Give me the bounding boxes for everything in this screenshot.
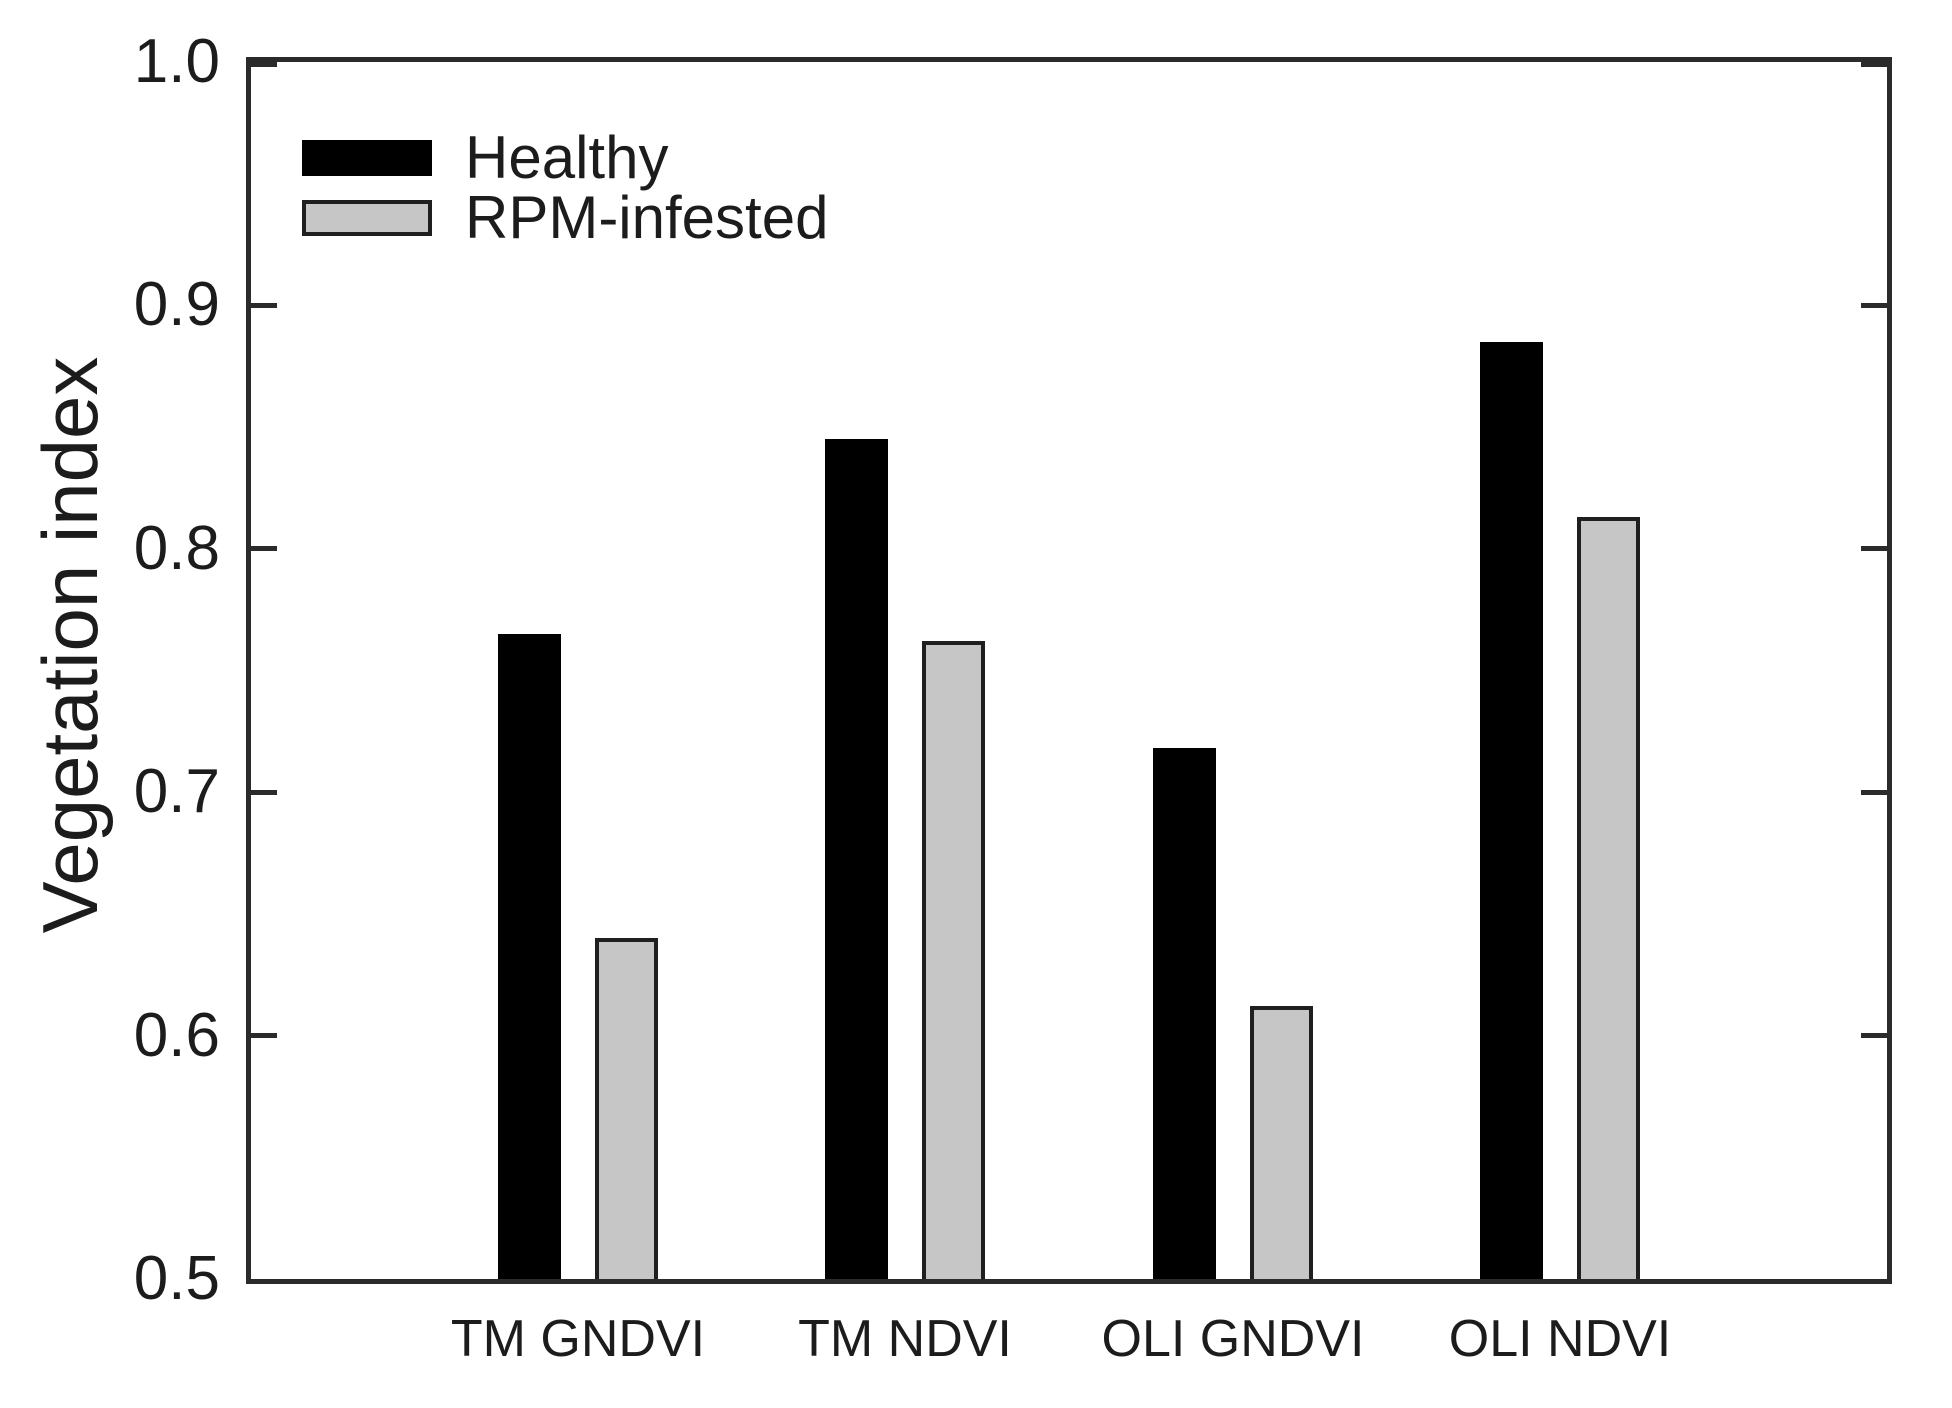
y-tick-label-0.8: 0.8 bbox=[133, 514, 220, 583]
y-tick-left-0.7 bbox=[251, 790, 277, 795]
y-axis-title: Vegetation index bbox=[26, 356, 114, 934]
x-tick-label-oli-gndvi: OLI GNDVI bbox=[1101, 1310, 1365, 1368]
y-tick-label-0.9: 0.9 bbox=[133, 270, 220, 339]
x-tick-label-oli-ndvi: OLI NDVI bbox=[1448, 1310, 1672, 1368]
y-tick-right-0.6 bbox=[1861, 1033, 1887, 1038]
y-tick-right-0.9 bbox=[1861, 303, 1887, 308]
x-tick-label-tm-gndvi: TM GNDVI bbox=[450, 1310, 706, 1368]
y-tick-label-0.5: 0.5 bbox=[133, 1244, 220, 1313]
y-tick-left-0.8 bbox=[251, 546, 277, 551]
y-tick-label-0.7: 0.7 bbox=[133, 757, 220, 826]
bar-healthy-tm-ndvi bbox=[825, 439, 888, 1279]
y-tick-right-1.0 bbox=[1861, 62, 1887, 67]
legend-label-healthy: Healthy bbox=[465, 124, 669, 191]
bar-rpm-infested-tm-ndvi bbox=[922, 641, 985, 1279]
legend-swatch-healthy bbox=[302, 140, 432, 176]
bar-rpm-infested-oli-gndvi bbox=[1250, 1006, 1313, 1279]
ticks-layer bbox=[251, 62, 1887, 1279]
bar-healthy-oli-gndvi bbox=[1153, 748, 1216, 1279]
legend-item-rpm-infested: RPM-infested bbox=[302, 188, 828, 248]
y-tick-label-0.6: 0.6 bbox=[133, 1001, 220, 1070]
legend: Healthy RPM-infested bbox=[302, 128, 828, 248]
y-tick-left-1.0 bbox=[251, 62, 277, 67]
legend-swatch-rpm-infested bbox=[302, 200, 432, 236]
plot-area: Healthy RPM-infested bbox=[246, 57, 1892, 1284]
y-tick-right-0.8 bbox=[1861, 546, 1887, 551]
y-tick-left-0.9 bbox=[251, 303, 277, 308]
y-tick-right-0.7 bbox=[1861, 790, 1887, 795]
bar-healthy-oli-ndvi bbox=[1480, 342, 1543, 1279]
legend-item-healthy: Healthy bbox=[302, 128, 828, 188]
legend-label-rpm-infested: RPM-infested bbox=[465, 184, 829, 251]
bars-layer bbox=[251, 62, 1887, 1279]
x-tick-label-tm-ndvi: TM NDVI bbox=[798, 1310, 1012, 1368]
bar-rpm-infested-oli-ndvi bbox=[1577, 517, 1640, 1279]
y-tick-left-0.6 bbox=[251, 1033, 277, 1038]
y-tick-label-1.0: 1.0 bbox=[133, 27, 220, 96]
bar-healthy-tm-gndvi bbox=[498, 634, 561, 1279]
bar-rpm-infested-tm-gndvi bbox=[595, 938, 658, 1279]
